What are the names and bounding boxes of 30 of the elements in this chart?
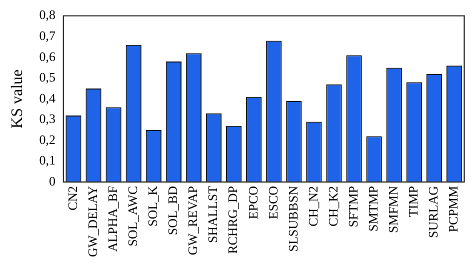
y-tick-label: 0,7: [39, 28, 56, 43]
x-tick-label: SURLAG: [426, 186, 441, 238]
y-tick-label: 0: [48, 173, 56, 188]
x-tick-label: TIMP: [406, 186, 421, 218]
x-tick-label: GW_REVAP: [185, 186, 200, 256]
x-tick-label: RCHRG_DP: [225, 186, 240, 254]
x-tick-label: CH_N2: [305, 186, 320, 226]
x-tick-label: CN2: [64, 186, 80, 211]
x-tick-label: SFTMP: [345, 186, 360, 228]
x-tick-label: SLSUBBSN: [285, 185, 300, 252]
y-tick-label: 0,8: [39, 7, 56, 22]
y-axis-title: KS value: [8, 69, 26, 128]
y-tick-label: 0,1: [39, 152, 56, 168]
x-tick-label: SMTMP: [366, 186, 381, 232]
x-tick-label: PCPMM: [446, 186, 461, 232]
y-tick-label: 0,6: [39, 48, 56, 64]
x-tick-label: SOL_AWC: [125, 186, 140, 246]
x-tick-label: ALPHA_BF: [104, 186, 120, 252]
x-tick-label: GW_DELAY: [84, 185, 100, 258]
x-tick-label: SOL_K: [145, 185, 160, 226]
y-tick-label: 0,3: [39, 111, 56, 126]
y-tick-label: 0,4: [39, 90, 56, 106]
x-tick-label: EPCO: [245, 186, 260, 220]
y-tick-label: 0,5: [39, 70, 56, 85]
x-tick-label: SHALLST: [205, 186, 220, 244]
x-tick-label: SMFMN: [386, 185, 401, 233]
x-tick-label: CH_K2: [325, 186, 340, 226]
x-tick-label: ESCO: [265, 186, 280, 220]
x-tick-label: SOL_BD: [165, 186, 180, 236]
y-tick-label: 0,2: [39, 132, 56, 147]
